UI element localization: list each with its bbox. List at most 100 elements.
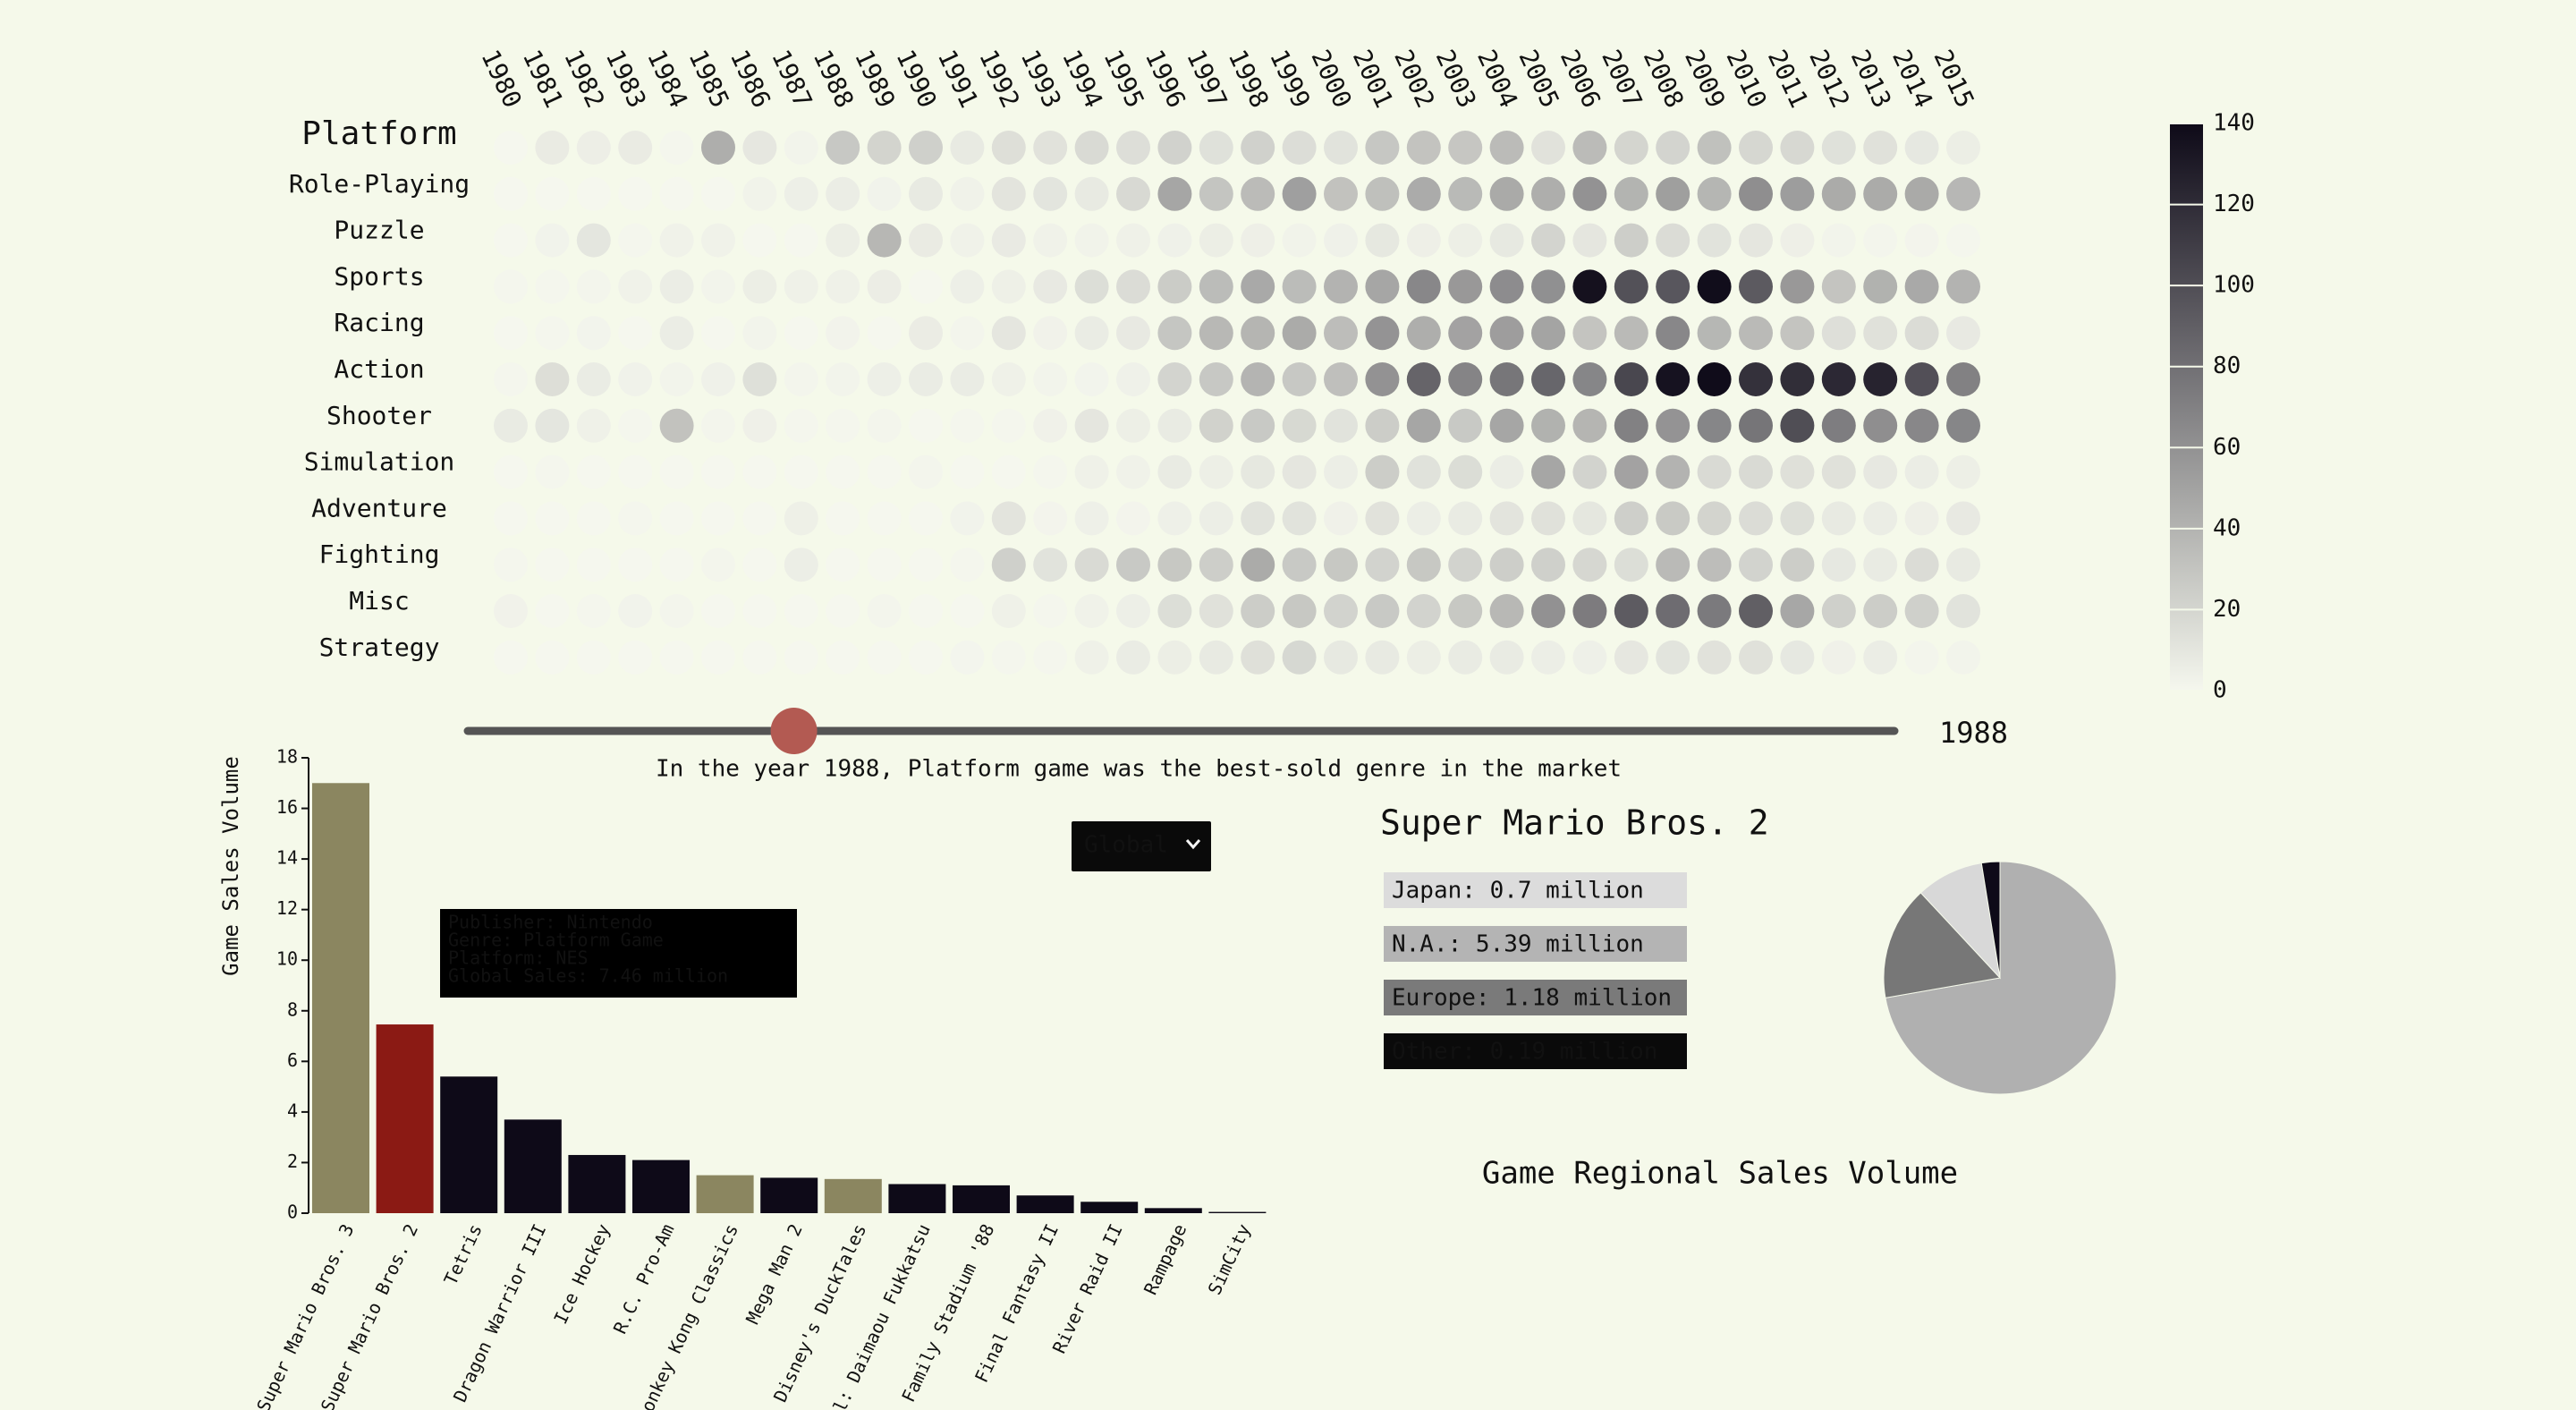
- bar[interactable]: [760, 1177, 818, 1213]
- heat-dot: [1033, 454, 1068, 489]
- heat-dot: [618, 223, 653, 258]
- legend-tick-label: 100: [2213, 272, 2255, 299]
- heat-dot: [1863, 501, 1898, 536]
- region-box: [1384, 1033, 1687, 1069]
- bar[interactable]: [1016, 1195, 1074, 1213]
- bar[interactable]: [376, 1024, 434, 1213]
- heat-dot: [1489, 131, 1524, 165]
- heat-dot: [1821, 316, 1856, 351]
- heat-dot: [1697, 640, 1732, 675]
- heat-dot: [1572, 223, 1607, 258]
- heat-dot: [1946, 501, 1980, 536]
- heat-dot: [1241, 131, 1275, 165]
- dropdown-chevron[interactable]: [1185, 839, 1201, 850]
- heat-dot: [867, 640, 902, 675]
- heat-dot: [1614, 408, 1648, 443]
- heat-dot: [1448, 594, 1483, 628]
- heat-dot: [1116, 594, 1150, 628]
- legend-tick-label: 60: [2213, 434, 2241, 461]
- heat-dot: [1863, 223, 1898, 258]
- bar[interactable]: [696, 1175, 754, 1213]
- bar[interactable]: [1080, 1202, 1139, 1213]
- heat-dot: [826, 176, 860, 211]
- heat-dot: [1739, 594, 1773, 628]
- heat-dot: [1697, 548, 1732, 582]
- heat-dot: [1863, 454, 1898, 489]
- heat-dot: [618, 408, 653, 443]
- heat-dot: [950, 594, 985, 628]
- genre-label: Sports: [334, 261, 424, 291]
- heat-dot: [784, 640, 818, 675]
- heat-dot: [742, 176, 777, 211]
- heat-dot: [1863, 316, 1898, 351]
- heat-dot: [991, 223, 1026, 258]
- heat-dot: [1074, 640, 1109, 675]
- heat-dot: [701, 640, 735, 675]
- heat-dot: [1199, 362, 1233, 396]
- heat-dot: [1904, 454, 1939, 489]
- dropdown[interactable]: [1072, 821, 1211, 871]
- heat-dot: [1904, 501, 1939, 536]
- heat-dot: [701, 131, 735, 165]
- heat-dot: [867, 548, 902, 582]
- bar[interactable]: [632, 1159, 690, 1213]
- heat-dot: [742, 408, 777, 443]
- heat-dot: [1074, 501, 1109, 536]
- pie-slice: [1885, 861, 2117, 1095]
- heat-dot: [909, 640, 943, 675]
- heat-dot: [1904, 362, 1939, 396]
- heat-dot: [909, 408, 943, 443]
- heat-dot: [701, 269, 735, 304]
- heat-dot: [1656, 223, 1690, 258]
- heat-dot: [701, 548, 735, 582]
- bar[interactable]: [1208, 1211, 1267, 1213]
- genre-label: Platform: [301, 115, 456, 152]
- y-tick-label: 10: [276, 948, 298, 970]
- heat-dot: [1863, 548, 1898, 582]
- heat-dot: [1157, 223, 1192, 258]
- heat-dot: [1697, 454, 1732, 489]
- legend-tick-label: 120: [2213, 191, 2255, 217]
- heat-dot: [950, 223, 985, 258]
- bar[interactable]: [888, 1184, 946, 1213]
- heat-dot: [1365, 131, 1400, 165]
- heat-dot: [1199, 408, 1233, 443]
- bar[interactable]: [953, 1185, 1010, 1213]
- heat-dot: [1282, 640, 1317, 675]
- heat-dot: [1448, 223, 1483, 258]
- heat-dot: [1489, 316, 1524, 351]
- heat-dot: [1116, 362, 1150, 396]
- heat-dot: [1780, 594, 1815, 628]
- bar[interactable]: [568, 1154, 626, 1213]
- bar[interactable]: [1144, 1208, 1202, 1213]
- dropdown-label[interactable]: Global: [1084, 832, 1168, 859]
- heat-dot: [1241, 223, 1275, 258]
- heat-dot: [1656, 548, 1690, 582]
- bar[interactable]: [824, 1178, 882, 1213]
- heat-dot: [784, 269, 818, 304]
- heat-dot: [909, 316, 943, 351]
- slider-knob[interactable]: [770, 708, 818, 754]
- heat-dot: [1697, 269, 1732, 304]
- heat-dot: [1904, 223, 1939, 258]
- heat-dot: [1821, 548, 1856, 582]
- bar[interactable]: [440, 1076, 498, 1213]
- heat-dot: [784, 362, 818, 396]
- heat-dot: [1448, 131, 1483, 165]
- heat-dot: [826, 454, 860, 489]
- y-tick-label: 14: [276, 847, 298, 869]
- bar[interactable]: [312, 783, 369, 1213]
- heat-dot: [701, 223, 735, 258]
- heat-dot: [1572, 408, 1607, 443]
- region-label: Other: 0.19 million: [1392, 1039, 1657, 1066]
- genre-label: Puzzle: [334, 216, 424, 245]
- legend-tick-label: 0: [2213, 677, 2227, 704]
- heat-dot: [1241, 594, 1275, 628]
- bar[interactable]: [504, 1119, 562, 1213]
- heat-dot: [1946, 131, 1980, 165]
- heat-dot: [1116, 223, 1150, 258]
- heat-dot: [1614, 176, 1648, 211]
- heat-dot: [1324, 501, 1358, 536]
- heat-dot: [618, 548, 653, 582]
- heat-dot: [784, 501, 818, 536]
